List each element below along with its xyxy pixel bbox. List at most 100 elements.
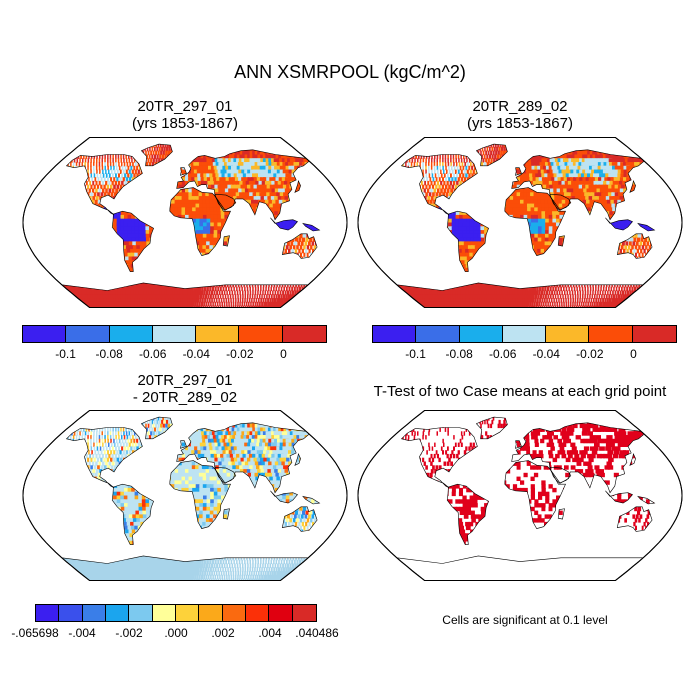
grid-cell <box>226 199 232 205</box>
grid-cell <box>534 169 539 174</box>
grid-cell <box>460 169 463 174</box>
grid-cell <box>174 211 179 216</box>
grid-cell <box>238 305 241 308</box>
grid-cell <box>209 245 213 250</box>
grid-cell <box>239 192 244 197</box>
grid-cell <box>160 150 163 156</box>
grid-cell <box>109 158 112 163</box>
grid-cell <box>126 248 132 254</box>
grid-cell <box>178 196 183 201</box>
grid-cell <box>458 162 461 167</box>
grid-cell <box>203 226 208 231</box>
grid-cell <box>241 286 243 292</box>
grid-cell <box>242 192 248 197</box>
grid-cell <box>255 298 258 303</box>
grid-cell <box>169 290 174 295</box>
grid-cell <box>278 301 282 307</box>
grid-cell <box>200 154 205 159</box>
grid-cell <box>240 184 246 190</box>
grid-cell <box>260 298 262 303</box>
grid-cell <box>274 196 280 201</box>
grid-cell <box>536 162 541 167</box>
grid-cell <box>228 305 230 308</box>
grid-cell <box>252 173 258 178</box>
grid-cell <box>215 162 221 167</box>
grid-cell <box>164 144 167 148</box>
grid-cell <box>583 165 589 171</box>
grid-cell <box>523 173 527 178</box>
grid-cell <box>158 286 163 292</box>
grid-cell <box>257 196 263 201</box>
grid-cell <box>437 169 439 174</box>
grid-cell <box>253 184 259 190</box>
grid-cell <box>271 180 277 186</box>
grid-cell <box>452 158 455 163</box>
grid-cell <box>192 211 197 216</box>
grid-cell <box>127 252 133 258</box>
grid-cell <box>262 192 268 197</box>
grid-cell <box>213 218 218 224</box>
grid-cell <box>117 158 120 163</box>
grid-cell <box>217 226 222 231</box>
grid-cell <box>288 286 291 292</box>
grid-cell <box>230 286 233 292</box>
grid-cell <box>428 154 431 159</box>
grid-cell <box>117 211 122 216</box>
grid-cell <box>142 241 148 246</box>
grid-cell <box>210 211 215 216</box>
grid-cell <box>437 173 440 178</box>
grid-cell <box>447 154 449 159</box>
grid-cell <box>189 301 193 307</box>
grid-cell <box>132 241 137 246</box>
grid-cell <box>141 222 146 227</box>
grid-cell <box>231 177 237 182</box>
grid-cell <box>532 173 537 178</box>
grid-cell <box>451 165 453 171</box>
grid-cell <box>226 290 228 295</box>
grid-cell <box>497 144 500 148</box>
grid-cell <box>238 169 244 174</box>
grid-cell <box>408 158 411 163</box>
grid-cell <box>185 203 190 208</box>
grid-cell <box>459 173 462 178</box>
grid-cell <box>113 169 116 174</box>
grid-cell <box>253 305 256 308</box>
grid-cell <box>267 196 273 201</box>
grid-cell <box>162 301 166 307</box>
grid-cell <box>174 305 178 308</box>
grid-cell <box>202 207 207 212</box>
grid-cell <box>559 173 565 178</box>
grid-cell <box>469 162 472 167</box>
grid-cell <box>150 294 155 299</box>
grid-cell <box>147 150 150 156</box>
grid-cell <box>193 305 196 308</box>
grid-cell <box>138 230 143 235</box>
grid-cell <box>263 184 269 190</box>
grid-cell <box>200 290 203 295</box>
grid-cell <box>239 294 242 299</box>
grid-cell <box>98 199 102 205</box>
grid-cell <box>203 290 206 295</box>
grid-cell <box>457 169 460 174</box>
grid-cell <box>252 192 258 197</box>
grid-cell <box>210 233 214 239</box>
grid-cell <box>198 192 203 197</box>
grid-cell <box>220 298 223 303</box>
grid-cell <box>278 286 280 292</box>
grid-cell <box>131 286 137 292</box>
grid-cell <box>546 158 552 163</box>
grid-cell <box>249 192 255 197</box>
grid-cell <box>287 294 291 299</box>
grid-cell <box>95 162 98 167</box>
grid-cell <box>190 165 195 171</box>
coastline-australia <box>281 233 318 259</box>
grid-cell <box>547 162 553 167</box>
grid-cell <box>178 184 183 190</box>
grid-cell <box>138 233 144 239</box>
grid-cell <box>199 233 204 239</box>
grid-cell <box>150 158 153 163</box>
grid-cell <box>167 150 171 156</box>
grid-cell <box>148 162 152 167</box>
grid-cell <box>206 233 211 239</box>
grid-cell <box>580 173 587 178</box>
